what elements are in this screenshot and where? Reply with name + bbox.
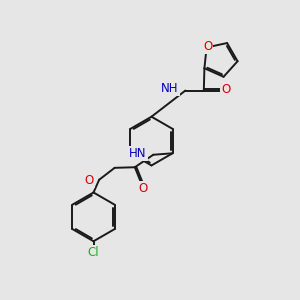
Text: O: O (203, 40, 212, 53)
Text: HN: HN (129, 147, 147, 160)
Text: O: O (221, 83, 230, 97)
Text: NH: NH (161, 82, 179, 95)
Text: O: O (85, 174, 94, 188)
Text: Cl: Cl (88, 246, 99, 259)
Text: O: O (138, 182, 147, 195)
